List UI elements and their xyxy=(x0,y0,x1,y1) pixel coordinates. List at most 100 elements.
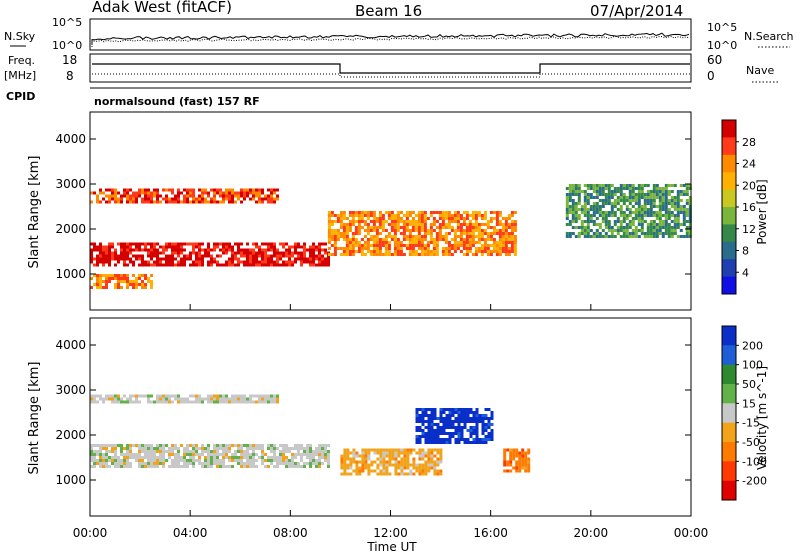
data-cell xyxy=(394,466,398,470)
data-cell xyxy=(580,190,584,193)
data-cell xyxy=(111,456,114,459)
data-cell xyxy=(276,254,279,258)
data-cell xyxy=(658,226,662,229)
data-cell xyxy=(249,197,252,201)
data-cell xyxy=(321,248,324,252)
data-cell xyxy=(447,241,451,244)
data-cell xyxy=(135,197,138,201)
data-cell xyxy=(429,232,433,235)
data-cell xyxy=(141,191,144,195)
data-cell xyxy=(201,248,204,252)
data-cell xyxy=(424,414,428,417)
data-cell xyxy=(294,444,297,447)
data-cell xyxy=(324,459,327,462)
data-cell xyxy=(93,394,96,398)
data-cell xyxy=(138,254,141,258)
data-cell xyxy=(394,451,398,455)
data-cell xyxy=(282,254,285,258)
data-cell xyxy=(312,260,315,264)
data-cell xyxy=(462,232,466,235)
data-cell xyxy=(580,211,584,214)
data-cell xyxy=(300,465,303,468)
data-cell xyxy=(480,250,484,253)
data-cell xyxy=(219,400,222,404)
data-cell xyxy=(667,214,671,217)
data-cell xyxy=(426,217,430,220)
data-cell xyxy=(429,238,433,241)
data-cell xyxy=(408,223,412,226)
data-cell xyxy=(267,200,270,204)
data-cell xyxy=(466,438,470,441)
data-cell xyxy=(285,444,288,447)
data-cell xyxy=(397,466,401,470)
data-cell xyxy=(207,456,210,459)
data-cell xyxy=(382,463,386,467)
data-cell xyxy=(393,250,397,253)
data-cell xyxy=(586,214,590,217)
data-cell xyxy=(243,254,246,258)
data-cell xyxy=(294,465,297,468)
data-cell xyxy=(186,257,189,261)
data-cell xyxy=(352,457,356,461)
data-cell xyxy=(465,211,469,214)
data-cell xyxy=(111,397,114,401)
data-cell xyxy=(355,469,359,473)
data-cell xyxy=(237,251,240,255)
data-cell xyxy=(225,450,228,453)
data-cell xyxy=(661,214,665,217)
data-cell xyxy=(628,232,632,235)
data-cell xyxy=(120,459,123,462)
data-cell xyxy=(364,463,368,467)
data-cell xyxy=(513,238,517,241)
data-cell xyxy=(673,223,677,226)
data-cell xyxy=(324,248,327,252)
data-cell xyxy=(363,229,367,232)
data-cell xyxy=(430,411,434,414)
y-tick-label: 4000 xyxy=(55,132,86,146)
data-cell xyxy=(592,205,596,208)
data-cell xyxy=(427,451,431,455)
data-cell xyxy=(649,220,653,223)
data-cell xyxy=(420,220,424,223)
data-cell xyxy=(297,254,300,258)
data-cell xyxy=(598,187,602,190)
data-cell xyxy=(339,235,343,238)
colorbar-swatch xyxy=(722,137,736,156)
data-cell xyxy=(195,447,198,450)
data-cell xyxy=(261,462,264,465)
data-cell xyxy=(478,438,482,441)
data-cell xyxy=(679,199,683,202)
data-cell xyxy=(367,472,371,476)
data-cell xyxy=(252,400,255,404)
colorbar-swatch xyxy=(722,207,736,225)
data-cell xyxy=(219,465,222,468)
data-cell xyxy=(282,260,285,264)
data-cell xyxy=(429,253,433,256)
data-cell xyxy=(252,394,255,398)
data-cell xyxy=(111,194,114,198)
data-cell xyxy=(207,260,210,264)
data-cell xyxy=(318,465,321,468)
data-cell xyxy=(168,257,171,261)
data-cell xyxy=(225,251,228,255)
data-cell xyxy=(150,274,153,277)
data-cell xyxy=(484,414,488,417)
data-cell xyxy=(213,245,216,249)
data-cell xyxy=(288,260,291,264)
data-cell xyxy=(445,426,449,429)
data-cell xyxy=(246,444,249,447)
data-cell xyxy=(637,223,641,226)
data-cell xyxy=(610,214,614,217)
data-cell xyxy=(183,248,186,252)
data-cell xyxy=(159,450,162,453)
data-cell xyxy=(495,211,499,214)
data-cell xyxy=(646,196,650,199)
data-cell xyxy=(568,199,572,202)
data-cell xyxy=(285,465,288,468)
data-cell xyxy=(469,432,473,435)
data-cell xyxy=(667,211,671,214)
data-cell xyxy=(577,217,581,220)
data-cell xyxy=(487,408,491,411)
data-cell xyxy=(207,444,210,447)
noise-right-bottom: 10^0 xyxy=(707,39,737,52)
